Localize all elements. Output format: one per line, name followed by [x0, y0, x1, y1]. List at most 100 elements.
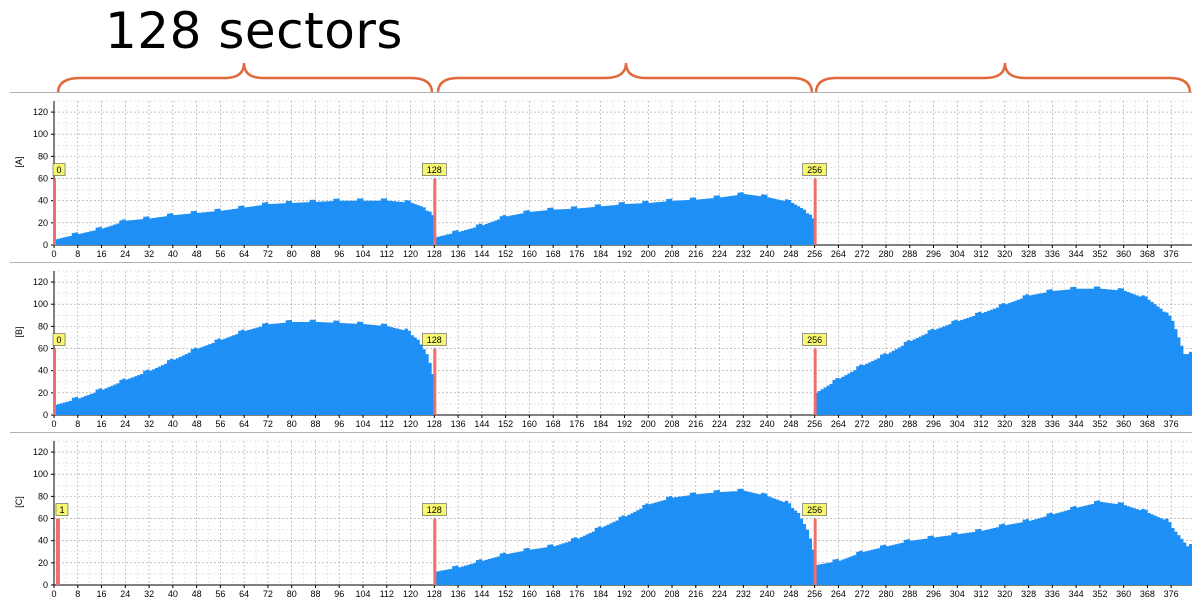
x-tick-label: 320 [997, 249, 1012, 259]
marker-line [433, 178, 437, 245]
bar [74, 397, 79, 415]
bar [98, 388, 102, 415]
bar [389, 327, 394, 415]
bar [1153, 304, 1157, 415]
x-tick-label: 0 [51, 419, 56, 429]
bar [452, 230, 456, 245]
bar [894, 544, 899, 585]
bar [484, 223, 489, 245]
bar [1105, 502, 1110, 585]
bar [259, 205, 263, 245]
bar [689, 197, 694, 245]
marker-line [813, 518, 817, 585]
bar [380, 323, 385, 415]
x-tick-label: 376 [1164, 249, 1179, 259]
x-tick-label: 312 [974, 589, 989, 599]
bar [624, 516, 628, 585]
bar [86, 395, 90, 415]
bar [383, 198, 388, 245]
bar [636, 203, 640, 245]
bar [374, 200, 379, 245]
bar [1010, 524, 1015, 585]
bar [440, 235, 444, 245]
bar [981, 530, 985, 585]
bar [270, 323, 275, 415]
bar [131, 220, 135, 245]
bar [297, 202, 301, 245]
bar [532, 211, 536, 245]
x-tick-label: 104 [355, 589, 370, 599]
bar [1082, 506, 1086, 585]
x-tick-label: 80 [287, 249, 297, 259]
bar [178, 356, 183, 415]
bar [1025, 519, 1029, 585]
bar [847, 557, 851, 585]
bar [755, 195, 759, 245]
bar [918, 539, 922, 585]
bar [134, 219, 138, 245]
bar [169, 213, 174, 245]
bar [764, 493, 768, 585]
x-tick-label: 352 [1092, 589, 1107, 599]
panel-a: [A] 0 20 40 60 80 100 120 0 8 16 24 32 40 48 56 64 72 80 8… [10, 92, 1192, 261]
bar [377, 200, 382, 245]
bar [244, 207, 248, 245]
x-tick-label: 200 [641, 589, 656, 599]
bar [942, 536, 946, 585]
bar [998, 304, 1003, 415]
bar [773, 198, 777, 245]
bar [481, 225, 486, 245]
bar [1093, 501, 1098, 585]
bar [1073, 286, 1077, 415]
bar [651, 202, 655, 245]
bar [900, 345, 905, 415]
bar [395, 201, 399, 245]
bar [850, 556, 854, 585]
bar [550, 207, 554, 245]
x-tick-label: 48 [192, 589, 202, 599]
bar [508, 553, 512, 585]
bar [368, 324, 373, 415]
bar [416, 339, 420, 415]
bar [1099, 288, 1104, 415]
bar [630, 203, 634, 245]
x-tick-label: 280 [878, 419, 893, 429]
bar [722, 491, 726, 585]
bar [122, 378, 126, 415]
bar [719, 491, 723, 585]
bar [217, 338, 221, 415]
bar [464, 230, 468, 245]
bar [1150, 302, 1154, 415]
bar [116, 223, 120, 245]
bar [413, 204, 417, 245]
x-tick-label: 0 [51, 249, 56, 259]
bar [1156, 306, 1160, 415]
bar [1165, 312, 1169, 415]
bar [193, 210, 197, 245]
bar [71, 233, 76, 245]
bar [874, 359, 878, 415]
y-tick-label: 60 [38, 344, 48, 354]
marker-line [813, 348, 817, 415]
x-tick-label: 304 [950, 419, 965, 429]
x-tick-label: 64 [239, 419, 249, 429]
marker-label: 0 [52, 163, 66, 176]
x-tick-label: 184 [593, 249, 608, 259]
marker-label-box [422, 333, 447, 346]
bar [1013, 523, 1017, 585]
bar [56, 404, 61, 415]
x-tick-label: 232 [736, 249, 751, 259]
bar [975, 312, 979, 415]
bar [392, 327, 396, 415]
bar [829, 383, 833, 415]
bar [781, 200, 786, 245]
bar [565, 542, 569, 585]
bar [541, 210, 545, 245]
bar [1040, 517, 1044, 585]
bar [110, 225, 114, 245]
bar [734, 195, 738, 245]
panel-b-plot: 0 20 40 60 80 100 120 0 8 16 24 32 40 48 56 64 72 80 88 96 1… [33, 270, 1192, 429]
bar [805, 213, 810, 245]
bar [422, 349, 426, 415]
bar [862, 365, 866, 415]
